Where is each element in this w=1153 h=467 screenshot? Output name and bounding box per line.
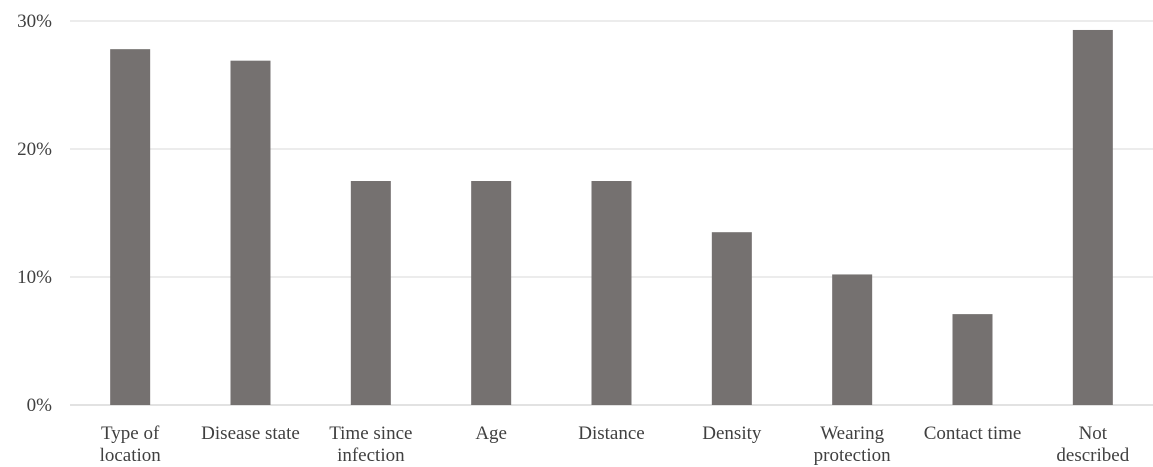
bar-distance [591, 181, 632, 405]
x-category-label: Distance [578, 423, 644, 444]
x-category-label: Age [475, 423, 507, 444]
x-category-label: Type of location [100, 423, 162, 466]
x-category-label: Time since infection [329, 423, 412, 466]
bar-density [711, 232, 752, 405]
x-category-label: Contact time [924, 423, 1022, 444]
bars [110, 29, 1113, 406]
x-category-label: Wearing protection [814, 423, 892, 466]
y-tick-label: 0% [27, 395, 53, 416]
bar-time-since-infection [350, 181, 391, 405]
x-category-label: Density [702, 423, 762, 444]
x-category-label: Not described [1056, 423, 1129, 466]
y-tick-label: 20% [17, 139, 52, 160]
bar-not-described [1072, 29, 1113, 406]
bar-type-of-location [110, 49, 151, 405]
bar-wearing-protection [832, 274, 873, 405]
bar-age [471, 181, 512, 405]
x-axis-category-labels: Type of location Disease state Time since in… [100, 423, 1130, 466]
bar-disease-state [230, 60, 271, 406]
bar-contact-time [952, 314, 993, 405]
y-axis-tick-labels: 0% 10% 20% 30% [17, 11, 52, 416]
y-tick-label: 30% [17, 11, 52, 32]
x-category-label: Disease state [201, 423, 300, 444]
y-tick-label: 10% [17, 267, 52, 288]
